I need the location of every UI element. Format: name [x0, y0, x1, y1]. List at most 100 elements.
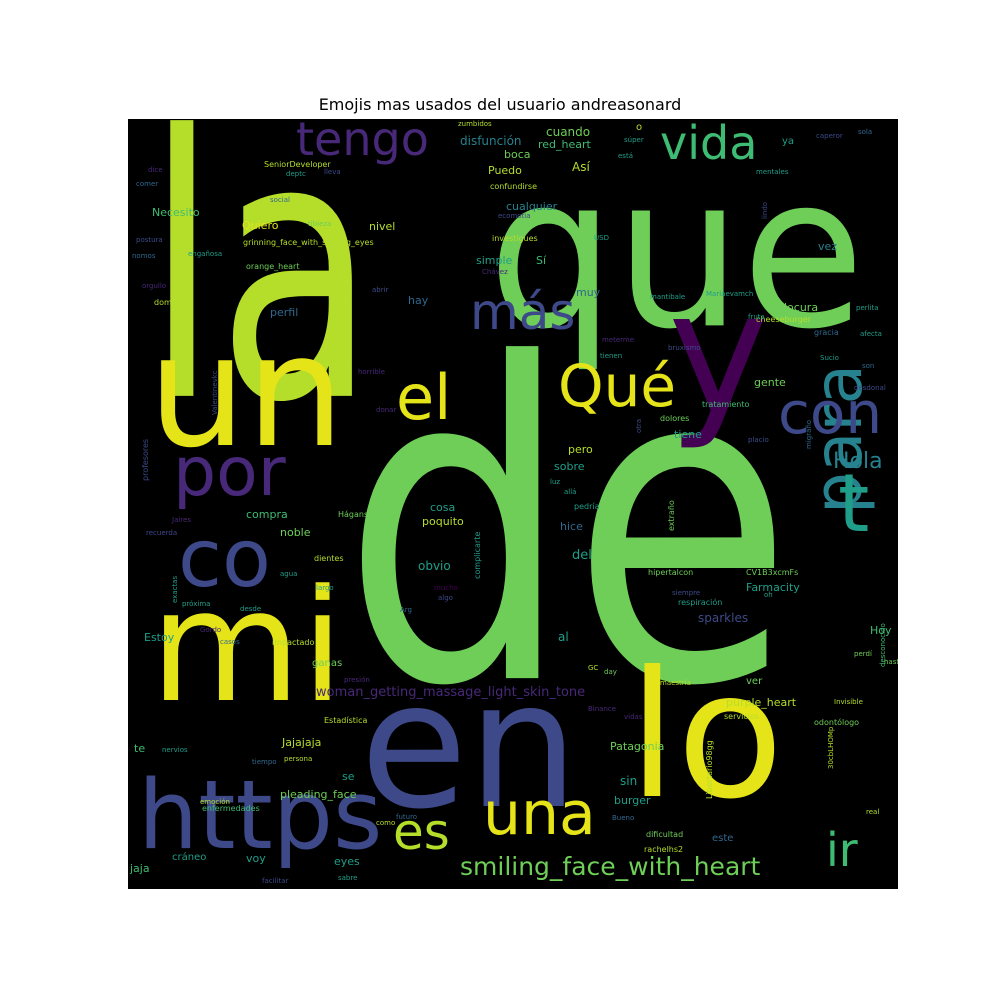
word-noble: noble — [280, 526, 311, 539]
word-sabre: sabre — [338, 874, 358, 882]
word-eyes: eyes — [334, 855, 360, 868]
word-migrano: migraño — [805, 419, 813, 449]
word-algo: algo — [438, 594, 453, 602]
word-co: co — [178, 512, 271, 605]
word-lindo: lindo — [761, 201, 769, 219]
word-hola: Hola — [833, 449, 883, 474]
word-sola: sola — [858, 128, 873, 136]
word-dientes: dientes — [314, 554, 344, 563]
word-del: del — [572, 548, 592, 563]
word-jajajaja: Jajajaja — [282, 736, 322, 749]
word-seniordeveloper: SeniorDeveloper — [264, 160, 331, 169]
word-compra: compra — [246, 508, 288, 521]
word-donar: donar — [376, 406, 397, 414]
word-gc: GC — [588, 664, 599, 672]
word-mucho: mucho — [434, 584, 458, 592]
word-en: en — [360, 645, 579, 848]
word-un: un — [148, 301, 345, 482]
word-day: day — [604, 668, 617, 676]
word-pleading-face: pleading_face — [280, 788, 357, 801]
word-super: súper — [624, 136, 644, 144]
word-bueno: Bueno — [612, 814, 635, 822]
word-vez: vez — [818, 240, 838, 253]
word-odontologo: odontólogo — [814, 718, 860, 727]
word-una: una — [483, 779, 596, 849]
word-esta: está — [618, 152, 633, 160]
word-presion: presión — [344, 676, 370, 684]
word-cheeseburger: cheeseburger — [756, 315, 811, 324]
word-red-heart: red_heart — [538, 138, 591, 151]
word-confundirse: confundirse — [490, 182, 537, 191]
word-voy: voy — [246, 852, 266, 865]
word-sobre: sobre — [554, 460, 585, 473]
word-que-2: Qué — [558, 352, 677, 420]
word-jaja: jaja — [130, 862, 150, 875]
word-mi: mi — [150, 556, 345, 737]
word-se: se — [342, 770, 355, 783]
word-hice: hice — [560, 520, 583, 533]
word-placio: placio — [748, 436, 769, 444]
word-persona: persona — [284, 755, 313, 763]
word-cv1b3xcmfs: CV1B3xcmFs — [746, 568, 799, 577]
word-invisible: Invisible — [834, 698, 863, 706]
word-cuando: cuando — [546, 125, 591, 139]
word-casos: casos — [220, 638, 240, 646]
word-arg: Arg — [400, 606, 412, 614]
word-bruxismo: bruxismo — [668, 344, 701, 352]
word-tiempo: tiempo — [252, 758, 277, 766]
word-domingos: domingos — [154, 298, 194, 307]
word-ir: ir — [826, 823, 858, 877]
word-cosa: cosa — [430, 501, 456, 514]
word-vidas: vidas — [624, 713, 643, 721]
word-con: con — [778, 379, 883, 447]
word-sparkles: sparkles — [698, 611, 749, 625]
word-enfermedades: enfermedades — [202, 804, 260, 813]
word-estadistica: Estadística — [324, 716, 368, 725]
word-o: o — [636, 122, 643, 133]
word-por: por — [173, 433, 286, 512]
word-asi: Así — [572, 160, 590, 174]
word-desconocido: desconocido — [879, 623, 887, 667]
word-ecomotia: ecomotia — [498, 212, 531, 220]
word-binance: Binance — [588, 705, 617, 713]
word-tratamiento: tratamiento — [702, 400, 750, 409]
word-farmacity: Farmacity — [746, 581, 800, 594]
word-muy: muy — [576, 286, 601, 299]
word-alla: allá — [564, 488, 577, 496]
word-https: https — [138, 761, 383, 871]
word-puedo: Puedo — [488, 164, 522, 177]
word-otra: otra — [635, 418, 643, 433]
word-estoy: Estoy — [144, 631, 175, 644]
word-poquito: poquito — [422, 515, 464, 528]
word-dice: dice — [148, 166, 163, 174]
word-oh: oh — [764, 591, 773, 599]
word-gracia: gracia — [814, 328, 839, 337]
word-pero: pero — [568, 443, 593, 456]
word-afecta: afecta — [860, 330, 882, 338]
word-si: Sí — [536, 254, 547, 267]
word-complicarte: complicarte — [473, 531, 482, 579]
word-necesito: Necesito — [152, 206, 200, 219]
word-cualquier: cualquier — [506, 200, 558, 213]
word-maestria: maestría — [660, 679, 691, 687]
word-comer: comer — [136, 180, 159, 188]
word-como: como — [376, 819, 396, 827]
word-postura: postura — [136, 236, 163, 244]
word-craneo: cráneo — [172, 852, 207, 863]
word-abrir: abrir — [372, 286, 389, 294]
word-agua: agua — [280, 570, 298, 578]
word-impactado: impactado — [272, 638, 315, 647]
word-chavez: Chávez — [482, 268, 508, 276]
word-libertario98gg: Libertario98gg — [705, 740, 714, 799]
word-tiene: tiene — [674, 428, 702, 441]
word-tibieza: tibieza — [308, 220, 332, 228]
word-horrible: horrible — [358, 368, 385, 376]
word-lleva: lleva — [324, 168, 341, 176]
word-profesores: profesores — [141, 438, 150, 481]
word-burger: burger — [614, 794, 651, 807]
word-usd: USD — [594, 234, 609, 242]
word-enganosa: engañosa — [188, 250, 223, 258]
word-recuerda: recuerda — [146, 529, 178, 537]
word-boca: boca — [504, 148, 531, 161]
word-largo: largo — [316, 584, 334, 592]
